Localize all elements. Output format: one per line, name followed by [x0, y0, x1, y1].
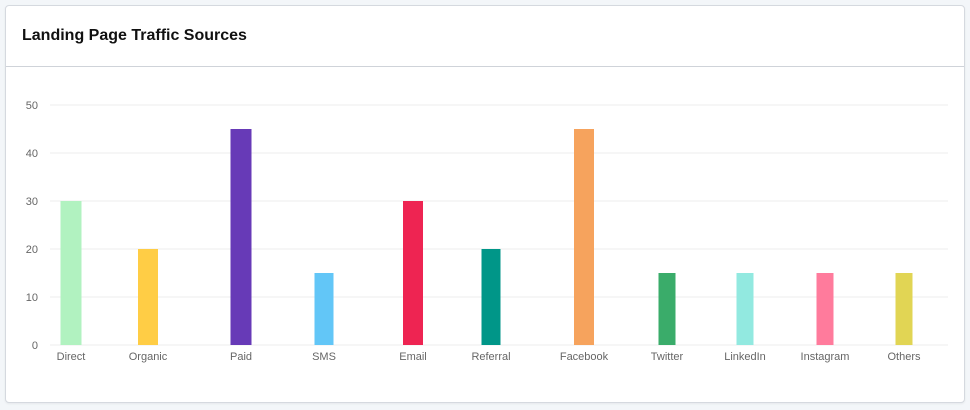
- bar-direct: [60, 201, 82, 345]
- y-tick-label: 10: [26, 292, 38, 304]
- x-tick-label: LinkedIn: [724, 351, 766, 363]
- x-tick-label: Direct: [57, 351, 86, 363]
- bar-referral: [481, 249, 501, 345]
- card-header: Landing Page Traffic Sources: [6, 6, 964, 67]
- chart-title: Landing Page Traffic Sources: [22, 27, 247, 44]
- bar-paid: [230, 129, 252, 345]
- bar-organic: [138, 249, 158, 345]
- bar-linkedin: [736, 273, 754, 345]
- bar-facebook: [574, 129, 594, 345]
- y-tick-label: 50: [26, 100, 38, 112]
- x-tick-label: Twitter: [651, 351, 684, 363]
- x-tick-label: SMS: [312, 351, 336, 363]
- x-tick-label: Email: [399, 351, 427, 363]
- x-tick-label: Paid: [230, 351, 252, 363]
- bar-others: [895, 273, 913, 345]
- x-tick-label: Referral: [471, 351, 510, 363]
- x-tick-label: Others: [887, 351, 921, 363]
- x-tick-label: Facebook: [560, 351, 609, 363]
- y-tick-label: 0: [32, 340, 38, 352]
- bar-instagram: [816, 273, 834, 345]
- y-tick-label: 40: [26, 148, 38, 160]
- bar-twitter: [658, 273, 676, 345]
- x-tick-label: Organic: [129, 351, 168, 363]
- x-tick-label: Instagram: [801, 351, 850, 363]
- bar-email: [403, 201, 423, 345]
- bar-sms: [314, 273, 334, 345]
- y-tick-label: 30: [26, 196, 38, 208]
- y-tick-label: 20: [26, 244, 38, 256]
